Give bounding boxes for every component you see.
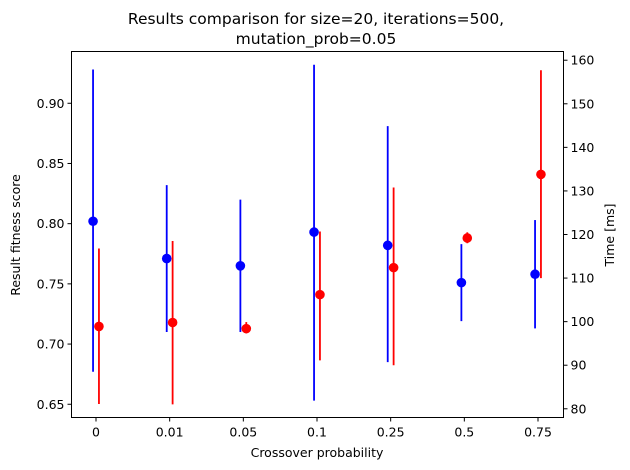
y-tick-label-right: 110 xyxy=(571,271,595,286)
y-axis-label-left: Result fitness score xyxy=(8,174,23,296)
x-tick-label: 0.1 xyxy=(307,425,327,440)
x-tick-label: 0.75 xyxy=(524,425,552,440)
y-tick-label-left: 0.80 xyxy=(37,216,65,231)
y-tick-label-left: 0.85 xyxy=(37,156,65,171)
point-fitness xyxy=(309,227,319,237)
point-time xyxy=(536,169,546,180)
x-tick-label: 0.05 xyxy=(229,425,257,440)
point-time xyxy=(241,323,252,334)
point-time xyxy=(388,262,399,273)
y-tick-label-right: 120 xyxy=(571,227,595,242)
y-tick-label-right: 150 xyxy=(571,96,595,111)
y-axis-label-right: Time [ms] xyxy=(602,203,617,267)
point-time xyxy=(315,289,325,300)
point-time xyxy=(462,233,473,243)
x-tick-label: 0.5 xyxy=(454,425,474,440)
x-axis-label: Crossover probability xyxy=(251,445,384,460)
point-fitness xyxy=(161,253,172,264)
point-fitness xyxy=(456,277,467,288)
point-fitness xyxy=(530,269,540,280)
y-tick-label-right: 160 xyxy=(571,53,595,68)
y-tick-label-left: 0.75 xyxy=(37,276,65,291)
point-fitness xyxy=(88,216,98,227)
y-tick-label-right: 90 xyxy=(571,358,587,373)
y-tick-label-left: 0.70 xyxy=(37,337,65,352)
chart-title-line-1: Results comparison for size=20, iteratio… xyxy=(128,10,504,28)
point-fitness xyxy=(382,240,393,251)
plot-marks xyxy=(88,64,546,405)
x-tick-label: 0.01 xyxy=(156,425,184,440)
plot-frame xyxy=(71,51,564,418)
y-tick-label-left: 0.90 xyxy=(37,96,65,111)
y-tick-label-right: 80 xyxy=(571,401,587,416)
point-fitness xyxy=(235,261,246,271)
axis-ticks: 0 0.01 0.05 0.1 0.25 0.5 0.75 0.65 0.70 0.75 0.80 0… xyxy=(37,53,595,440)
point-time xyxy=(94,321,104,332)
point-time xyxy=(167,317,178,328)
x-tick-label: 0.25 xyxy=(377,425,405,440)
y-tick-label-right: 100 xyxy=(571,314,595,329)
y-tick-label-left: 0.65 xyxy=(37,397,65,412)
y-tick-label-right: 130 xyxy=(571,183,595,198)
x-tick-label: 0 xyxy=(92,425,100,440)
y-tick-label-right: 140 xyxy=(571,140,595,155)
chart-title-line-2: mutation_prob=0.05 xyxy=(236,30,397,49)
